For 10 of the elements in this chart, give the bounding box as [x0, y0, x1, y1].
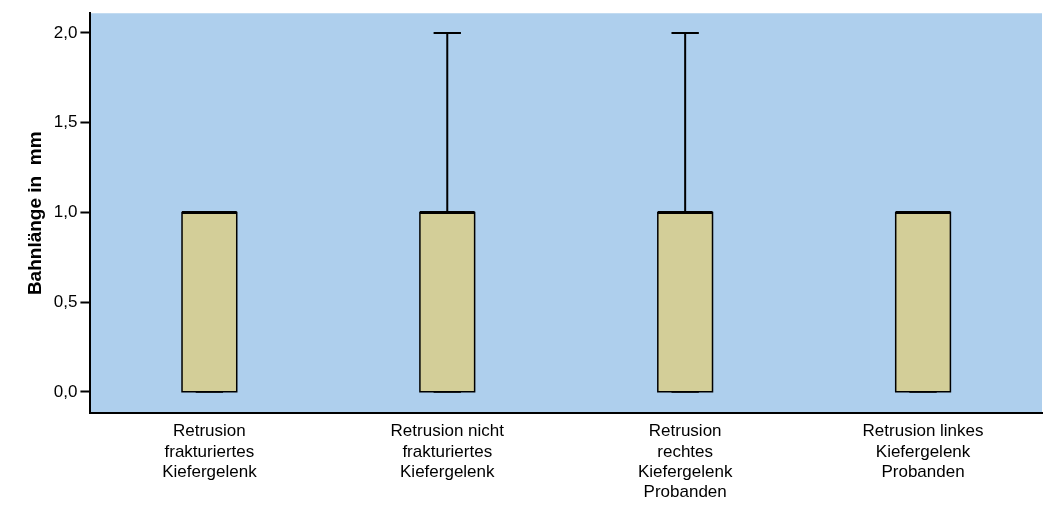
x-tick-label: Retrusion nicht frakturiertes Kiefergelenk	[390, 421, 505, 482]
x-tick-label: Retrusion linkes Kiefergelenk Probanden	[862, 421, 984, 482]
y-tick-label: 2,0	[53, 22, 78, 42]
y-axis-title: Bahnlänge in mm	[23, 131, 45, 296]
y-tick-label: 0,0	[53, 381, 78, 401]
x-tick-label: Retrusion rechtes Kiefergelenk Probanden	[637, 421, 733, 502]
y-tick-label: 1,0	[53, 202, 78, 222]
y-tick-label: 1,5	[53, 112, 78, 132]
y-tick-label: 0,5	[53, 291, 78, 311]
x-tick-label: Retrusion frakturiertes Kiefergelenk	[162, 421, 258, 482]
